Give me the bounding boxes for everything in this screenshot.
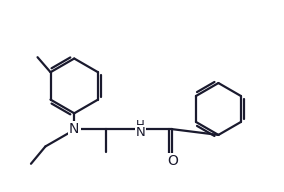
Text: H: H: [136, 119, 145, 132]
Text: N: N: [136, 126, 145, 139]
Text: O: O: [167, 154, 178, 168]
Text: N: N: [69, 122, 80, 136]
